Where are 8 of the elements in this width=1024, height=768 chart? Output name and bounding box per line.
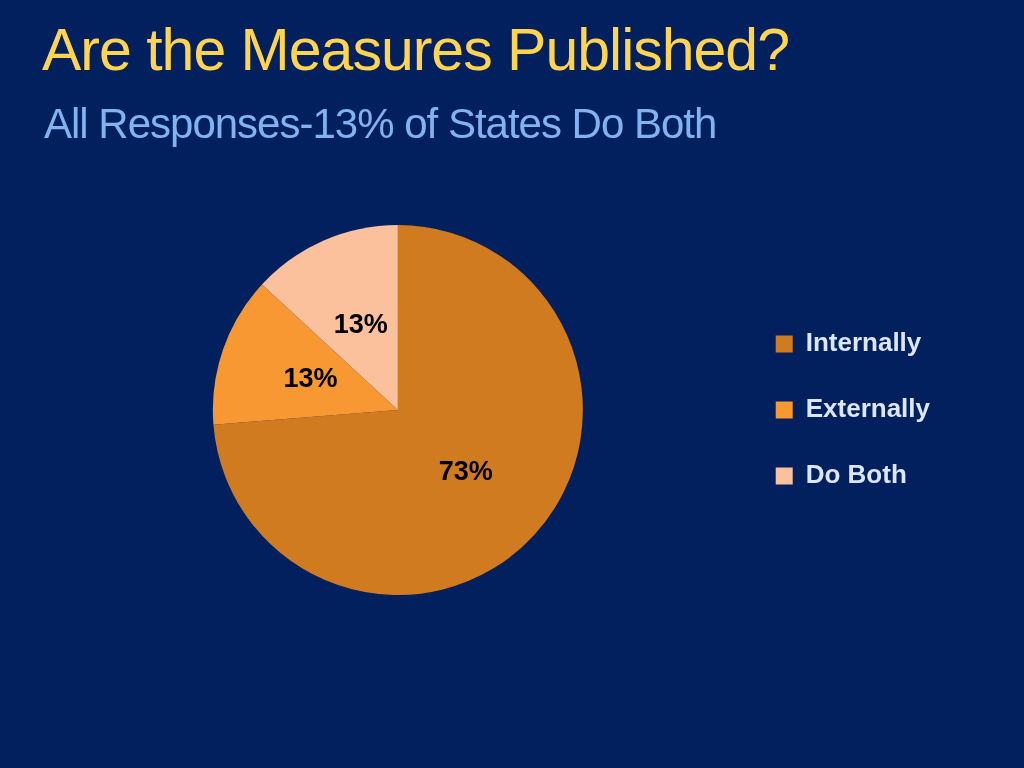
legend-label: Do Both: [805, 459, 907, 490]
legend-label: Externally: [805, 393, 931, 424]
chart-subtitle: All Responses-13% of States Do Both: [44, 100, 717, 148]
chart-title: Are the Measures Published?: [42, 16, 790, 84]
data-label: 13%: [283, 363, 338, 394]
data-label: 13%: [333, 308, 388, 339]
data-label: 73%: [438, 456, 493, 487]
legend-label: Internally: [805, 327, 922, 358]
